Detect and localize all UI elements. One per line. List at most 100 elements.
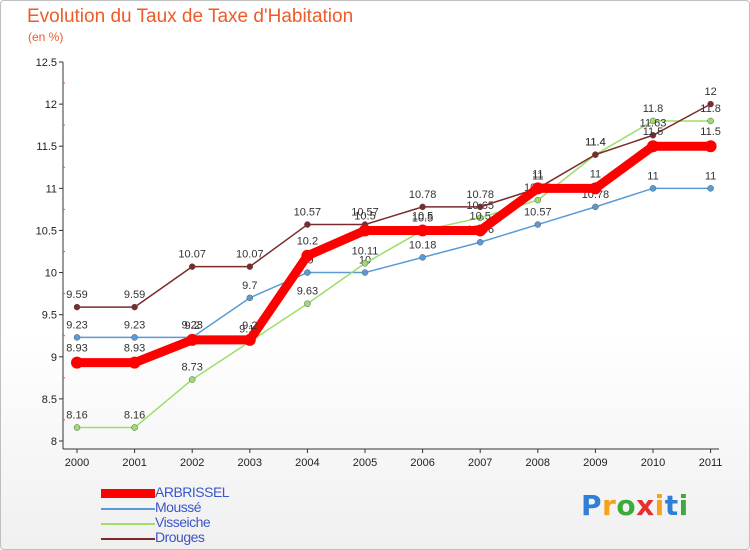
- logo-letter: x: [636, 489, 655, 522]
- data-point: [243, 333, 256, 346]
- data-point: [419, 203, 426, 211]
- data-point: [186, 333, 199, 346]
- data-label: 10.57: [294, 207, 322, 219]
- x-tick-label: 2011: [699, 457, 723, 469]
- data-label: 9.2: [242, 320, 257, 332]
- data-point: [416, 224, 429, 237]
- logo-letter: o: [616, 489, 637, 522]
- data-label: 10.5: [412, 212, 433, 224]
- data-point: [361, 260, 369, 267]
- y-tick-label: 11.5: [36, 141, 57, 153]
- data-label: 11.4: [585, 137, 606, 149]
- y-tick-label: 8: [51, 436, 57, 448]
- y-tick-label: 9: [51, 352, 57, 364]
- data-label: 10.78: [466, 189, 494, 201]
- data-point: [304, 221, 311, 228]
- x-tick-label: 2002: [180, 457, 204, 469]
- data-label: 11.5: [700, 126, 721, 138]
- data-point: [707, 100, 714, 108]
- legend-label: ARBRISSEL: [155, 484, 230, 500]
- x-tick-label: 2000: [65, 457, 89, 469]
- series-line-visseiche: [77, 120, 711, 429]
- data-label: 9.59: [66, 289, 87, 301]
- x-tick-label: 2010: [641, 457, 665, 469]
- x-tick-label: 2007: [468, 457, 492, 469]
- logo-letter: i: [678, 489, 689, 522]
- unit-label: (en %): [28, 30, 64, 44]
- series-line-drouges: [77, 103, 711, 308]
- data-label: 11: [532, 168, 543, 180]
- data-point: [534, 221, 542, 228]
- y-tick-label: 10: [45, 268, 57, 280]
- data-label: 8.73: [181, 362, 202, 374]
- y-tick-label: 8.5: [42, 394, 57, 406]
- data-label: 10.18: [409, 239, 437, 251]
- data-label: 11: [590, 168, 601, 180]
- data-point: [476, 214, 484, 222]
- x-tick-label: 2005: [353, 457, 377, 469]
- series-line-moussé: [77, 187, 711, 339]
- y-tick-label: 11: [46, 183, 57, 195]
- data-label: 11.5: [643, 126, 664, 138]
- x-tick-label: 2009: [583, 457, 607, 469]
- data-point: [704, 140, 717, 153]
- legend-label: Visseiche: [155, 514, 211, 530]
- legend-label: Moussé: [155, 499, 202, 515]
- data-point: [707, 117, 714, 125]
- logo-letter: i: [654, 489, 665, 522]
- data-point: [592, 151, 599, 158]
- data-label: 9.23: [124, 319, 145, 331]
- data-point: [647, 140, 659, 153]
- data-point: [188, 263, 196, 270]
- data-label: 10.5: [354, 210, 375, 222]
- data-point: [301, 249, 314, 262]
- x-tick-label: 2003: [238, 457, 262, 469]
- data-label: 10.07: [236, 249, 264, 261]
- x-tick-label: 2006: [410, 457, 434, 469]
- y-tick-label: 10.5: [36, 225, 57, 237]
- data-point: [649, 132, 657, 139]
- x-tick-label: 2001: [122, 457, 146, 469]
- data-point: [476, 203, 484, 211]
- data-label: 11.8: [643, 103, 664, 115]
- logo-letter: t: [664, 489, 679, 522]
- data-label: 10.11: [352, 245, 379, 257]
- data-point: [534, 196, 542, 204]
- data-label: 11: [647, 170, 658, 182]
- data-point: [531, 182, 544, 195]
- data-point: [419, 254, 426, 261]
- data-point: [589, 182, 602, 195]
- data-point: [131, 334, 138, 341]
- legend-swatch: [101, 489, 155, 498]
- chart-title: Evolution du Taux de Taxe d'Habitation: [27, 6, 354, 27]
- legend-swatch: [101, 523, 155, 525]
- legend-swatch: [101, 538, 155, 540]
- data-label: 10.57: [524, 207, 552, 219]
- data-point: [476, 238, 484, 246]
- data-point: [246, 263, 254, 270]
- data-point: [304, 300, 311, 307]
- logo-letter: P: [581, 489, 603, 522]
- data-point: [592, 203, 599, 211]
- data-point: [128, 356, 141, 369]
- data-label: 8.16: [66, 410, 87, 422]
- data-point: [246, 294, 254, 302]
- data-point: [649, 117, 657, 125]
- proxiti-logo: Proxiti: [581, 489, 689, 522]
- data-point: [474, 224, 487, 237]
- data-label: 9.23: [181, 319, 202, 331]
- data-label: 11: [705, 170, 716, 182]
- data-point: [707, 185, 714, 192]
- data-point: [361, 269, 369, 276]
- data-label: 12: [704, 86, 716, 98]
- data-label: 10.78: [409, 189, 437, 201]
- logo-letter: r: [602, 489, 617, 522]
- data-point: [131, 303, 138, 311]
- data-point: [649, 185, 657, 192]
- y-tick-label: 9.5: [42, 310, 57, 322]
- data-label: 10.07: [178, 249, 206, 261]
- data-label: 9.59: [124, 289, 145, 301]
- data-label: 10.57: [351, 207, 379, 219]
- y-tick-label: 12: [45, 99, 57, 111]
